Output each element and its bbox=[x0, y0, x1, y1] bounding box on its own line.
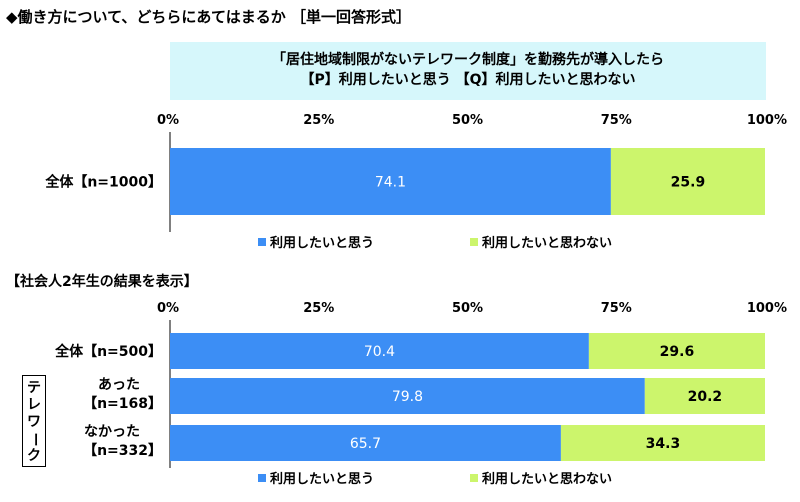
chart2-legend-label: 利用したいと思う bbox=[270, 471, 374, 487]
chart2-tick-label: 50% bbox=[452, 301, 483, 316]
chart1-legend-label: 利用したいと思う bbox=[270, 235, 374, 251]
chart2-category-label: 【n=168】 bbox=[83, 396, 162, 412]
chart1-legend-label: 利用したいと思わない bbox=[482, 235, 612, 251]
chart1-legend-swatch bbox=[470, 238, 478, 246]
chart2-data-label: 70.4 bbox=[364, 344, 395, 360]
chart2-data-label: 79.8 bbox=[392, 389, 423, 405]
chart1-legend-swatch bbox=[258, 238, 266, 246]
chart2-bar-not-use bbox=[644, 378, 765, 414]
chart2-legend-label: 利用したいと思わない bbox=[482, 471, 612, 487]
chart2-bar-use bbox=[170, 425, 561, 461]
chart2-data-label: 65.7 bbox=[350, 436, 381, 452]
chart2-category-label: あった bbox=[98, 377, 140, 393]
chart2-category-label: 全体【n=500】 bbox=[54, 343, 162, 360]
chart1-tick-label: 75% bbox=[601, 113, 632, 128]
chart1-tick-label: 0% bbox=[157, 113, 179, 128]
chart2-data-label: 29.6 bbox=[660, 344, 695, 360]
chart1-data-label: 74.1 bbox=[375, 175, 406, 191]
section-title-second-year: 【社会人2年生の結果を表示】 bbox=[6, 274, 198, 290]
chart2-bar-use bbox=[170, 378, 645, 414]
chart1-bar-use bbox=[170, 148, 611, 215]
chart1-bar-not-use bbox=[610, 148, 765, 215]
chart2-tick-label: 0% bbox=[157, 301, 179, 316]
telework-group-label: テレワーク bbox=[26, 380, 43, 464]
chart2-data-label: 20.2 bbox=[688, 389, 723, 405]
chart2-legend-swatch bbox=[258, 474, 266, 482]
chart1-data-label: 25.9 bbox=[671, 175, 706, 191]
chart1-tick-label: 100% bbox=[747, 113, 787, 128]
telework-group-bracket: テレワーク bbox=[22, 375, 46, 467]
chart2-tick-label: 25% bbox=[303, 301, 334, 316]
chart2-bar-not-use bbox=[560, 425, 765, 461]
chart2-data-label: 34.3 bbox=[646, 436, 681, 452]
chart1-tick-label: 25% bbox=[303, 113, 334, 128]
question-line-1: 「居住地域制限がないテレワーク制度」を勤務先が導入したら bbox=[272, 52, 664, 68]
chart1-tick-label: 50% bbox=[452, 113, 483, 128]
chart2-bar-not-use bbox=[588, 333, 765, 369]
chart2-tick-label: 75% bbox=[601, 301, 632, 316]
chart2-category-label: 【n=332】 bbox=[83, 443, 162, 459]
question-line-2: 【P】利用したいと思う 【Q】利用したいと思わない bbox=[300, 72, 636, 88]
chart-title: ◆働き方について、どちらにあてはまるか ［単一回答形式］ bbox=[6, 8, 411, 26]
chart2-category-label: なかった bbox=[84, 424, 140, 440]
question-box: 「居住地域制限がないテレワーク制度」を勤務先が導入したら 【P】利用したいと思う… bbox=[170, 42, 766, 100]
chart1-category-label: 全体【n=1000】 bbox=[44, 174, 162, 191]
chart2-legend-swatch bbox=[470, 474, 478, 482]
chart2-tick-label: 100% bbox=[747, 301, 787, 316]
chart2-bar-use bbox=[170, 333, 589, 369]
